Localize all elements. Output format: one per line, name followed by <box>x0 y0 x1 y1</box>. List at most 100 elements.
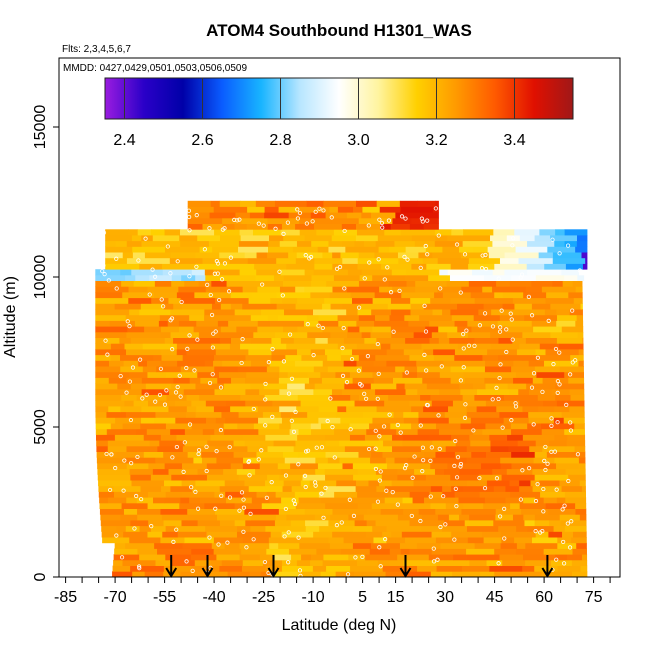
sample-point <box>575 452 581 457</box>
heatmap-cell <box>125 457 156 464</box>
sample-point <box>438 524 443 530</box>
heatmap-cell <box>187 451 202 458</box>
heatmap-cell <box>447 480 468 487</box>
sample-point <box>550 237 555 242</box>
heatmap-cell <box>144 326 162 333</box>
heatmap-cell <box>139 263 163 270</box>
heatmap-cell <box>431 400 454 407</box>
heatmap-cell <box>322 326 349 333</box>
heatmap-cell <box>409 354 435 361</box>
heatmap-cell <box>405 463 431 470</box>
sample-point <box>113 465 118 471</box>
heatmap-cell <box>463 502 484 509</box>
heatmap-cell <box>130 383 147 390</box>
heatmap-cell <box>379 286 393 293</box>
heatmap-cell <box>136 428 148 435</box>
sample-point <box>423 243 428 249</box>
heatmap-cell <box>315 468 326 475</box>
heatmap-cell <box>355 235 379 242</box>
heatmap-cell <box>455 440 471 447</box>
sample-point <box>378 469 383 474</box>
heatmap-cell <box>284 525 307 532</box>
heatmap-cell <box>457 303 485 310</box>
heatmap-cell <box>197 371 220 378</box>
heatmap-cell <box>126 331 161 338</box>
heatmap-cell <box>95 377 110 384</box>
heatmap-cell <box>311 274 335 281</box>
heatmap-cell <box>556 400 585 407</box>
heatmap-cell <box>400 548 410 555</box>
heatmap-cell <box>538 406 555 413</box>
sample-point <box>377 434 382 439</box>
heatmap-cell <box>96 440 109 447</box>
heatmap-cell <box>361 366 396 373</box>
heatmap-cell <box>214 366 239 373</box>
heatmap-cell <box>483 502 511 509</box>
heatmap-cell <box>246 371 280 378</box>
heatmap-cell <box>342 388 376 395</box>
heatmap-cell <box>356 229 385 236</box>
heatmap-cell <box>447 463 482 470</box>
heatmap-cell <box>149 440 160 447</box>
heatmap-cell <box>450 309 479 316</box>
heatmap-cell <box>481 326 508 333</box>
heatmap-cell <box>280 337 295 344</box>
sample-point <box>538 530 543 535</box>
heatmap-cell <box>147 371 167 378</box>
heatmap-cell <box>332 263 358 270</box>
heatmap-cell <box>300 400 324 407</box>
heatmap-cell <box>454 354 483 361</box>
heatmap-cell <box>403 349 424 356</box>
heatmap-cell <box>424 451 436 458</box>
heatmap-cell <box>96 451 117 458</box>
sample-point <box>308 254 314 260</box>
x-tick-label: 5 <box>358 589 367 606</box>
heatmap-cell <box>429 320 455 327</box>
heatmap-cell <box>219 331 254 338</box>
heatmap-cell <box>223 383 251 390</box>
heatmap-cell <box>216 514 251 521</box>
sample-point <box>314 445 319 450</box>
sample-point <box>137 564 142 569</box>
heatmap-cell <box>413 480 449 487</box>
heatmap-cell <box>580 565 588 572</box>
heatmap-cell <box>284 457 316 464</box>
heatmap-cell <box>213 354 246 361</box>
heatmap-cell <box>372 297 392 304</box>
sample-point <box>412 454 417 459</box>
heatmap-cell <box>204 502 236 509</box>
heatmap-cell <box>304 286 333 293</box>
heatmap-cell <box>220 286 231 293</box>
heatmap-cell <box>514 537 533 544</box>
heatmap-cell <box>141 377 174 384</box>
heatmap-cell <box>371 212 396 219</box>
heatmap-cell <box>392 445 422 452</box>
heatmap-cell <box>342 463 354 470</box>
sample-point <box>543 444 548 450</box>
heatmap-cell <box>371 309 392 316</box>
heatmap-cell <box>130 565 165 572</box>
heatmap-cell <box>559 514 581 521</box>
heatmap-cell <box>132 252 146 259</box>
heatmap-cell <box>273 274 284 281</box>
heatmap-cell <box>537 354 571 361</box>
heatmap-cell <box>491 309 501 316</box>
heatmap-cell <box>438 326 458 333</box>
sample-point <box>241 529 246 534</box>
heatmap-cell <box>375 314 390 321</box>
sample-point <box>362 391 367 396</box>
heatmap-cell <box>165 423 192 430</box>
heatmap-cell <box>463 371 491 378</box>
heatmap-cell <box>115 240 128 247</box>
heatmap-cell <box>161 360 178 367</box>
sample-point <box>334 523 339 528</box>
heatmap-cell <box>505 497 524 504</box>
heatmap-cell <box>286 514 316 521</box>
sample-point <box>210 372 215 377</box>
heatmap-cell <box>95 274 126 281</box>
sample-point <box>186 208 192 213</box>
heatmap-cell <box>349 371 373 378</box>
heatmap-cell <box>555 229 566 236</box>
heatmap-cell <box>382 451 417 458</box>
